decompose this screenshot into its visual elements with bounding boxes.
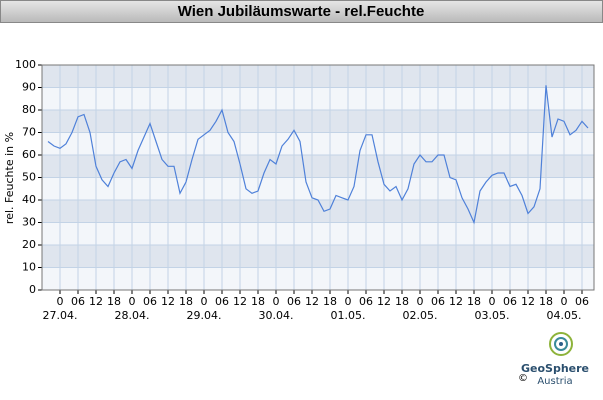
y-axis-label: rel. Feuchte in % <box>3 132 16 224</box>
x-tick-label: 0 <box>561 295 568 308</box>
x-tick-label: 06 <box>503 295 517 308</box>
logo-ring <box>549 332 573 356</box>
logo: GeoSphere Austria © <box>518 332 589 387</box>
x-tick-label: 12 <box>161 295 175 308</box>
date-label: 29.04. <box>187 309 222 322</box>
x-tick-label: 12 <box>377 295 391 308</box>
y-tick-label: 10 <box>22 261 36 274</box>
x-tick-label: 06 <box>71 295 85 308</box>
x-tick-label: 18 <box>251 295 265 308</box>
x-tick-label: 18 <box>539 295 553 308</box>
x-tick-label: 12 <box>89 295 103 308</box>
logo-ring <box>554 337 568 351</box>
x-tick-label: 12 <box>233 295 247 308</box>
x-tick-label: 06 <box>431 295 445 308</box>
y-tick-label: 90 <box>22 81 36 94</box>
date-label: 04.05. <box>547 309 582 322</box>
y-tick-label: 60 <box>22 148 36 161</box>
grid-band <box>42 65 594 88</box>
logo-name: GeoSphere <box>521 362 589 375</box>
x-tick-label: 0 <box>201 295 208 308</box>
x-tick-label: 0 <box>345 295 352 308</box>
grid-band <box>42 245 594 268</box>
grid-band <box>42 200 594 223</box>
x-tick-label: 12 <box>449 295 463 308</box>
date-label: 03.05. <box>475 309 510 322</box>
plot-frame <box>41 64 595 291</box>
x-tick-label: 0 <box>57 295 64 308</box>
grid-band <box>42 110 594 133</box>
copyright: © <box>518 373 528 384</box>
x-tick-label: 18 <box>179 295 193 308</box>
x-tick-label: 12 <box>521 295 535 308</box>
x-tick-label: 0 <box>129 295 136 308</box>
y-tick-label: 20 <box>22 238 36 251</box>
date-label: 28.04. <box>115 309 150 322</box>
x-tick-label: 0 <box>417 295 424 308</box>
date-label: 27.04. <box>43 309 78 322</box>
x-tick-label: 18 <box>107 295 121 308</box>
y-tick-label: 70 <box>22 126 36 139</box>
grid-band <box>42 155 594 178</box>
chart-title: Wien Jubiläumswarte - rel.Feuchte <box>178 3 425 20</box>
y-tick-label: 30 <box>22 216 36 229</box>
x-tick-label: 06 <box>287 295 301 308</box>
y-tick-label: 50 <box>22 171 36 184</box>
x-tick-label: 06 <box>359 295 373 308</box>
y-tick-label: 40 <box>22 193 36 206</box>
date-label: 01.05. <box>331 309 366 322</box>
date-label: 02.05. <box>403 309 438 322</box>
logo-sub: Austria <box>537 376 572 387</box>
x-tick-label: 06 <box>143 295 157 308</box>
y-tick-label: 100 <box>15 58 36 71</box>
x-tick-label: 18 <box>323 295 337 308</box>
date-label: 30.04. <box>259 309 294 322</box>
y-tick-label: 0 <box>29 283 36 296</box>
logo-dot <box>559 342 563 346</box>
x-tick-label: 06 <box>215 295 229 308</box>
x-tick-label: 18 <box>467 295 481 308</box>
data-line <box>47 85 589 225</box>
x-tick-label: 0 <box>273 295 280 308</box>
y-tick-label: 80 <box>22 103 36 116</box>
x-tick-label: 0 <box>489 295 496 308</box>
x-tick-label: 06 <box>575 295 589 308</box>
x-tick-label: 12 <box>305 295 319 308</box>
x-tick-label: 18 <box>395 295 409 308</box>
